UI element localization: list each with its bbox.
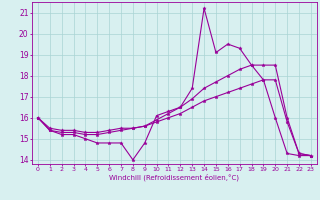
X-axis label: Windchill (Refroidissement éolien,°C): Windchill (Refroidissement éolien,°C) bbox=[109, 174, 239, 181]
